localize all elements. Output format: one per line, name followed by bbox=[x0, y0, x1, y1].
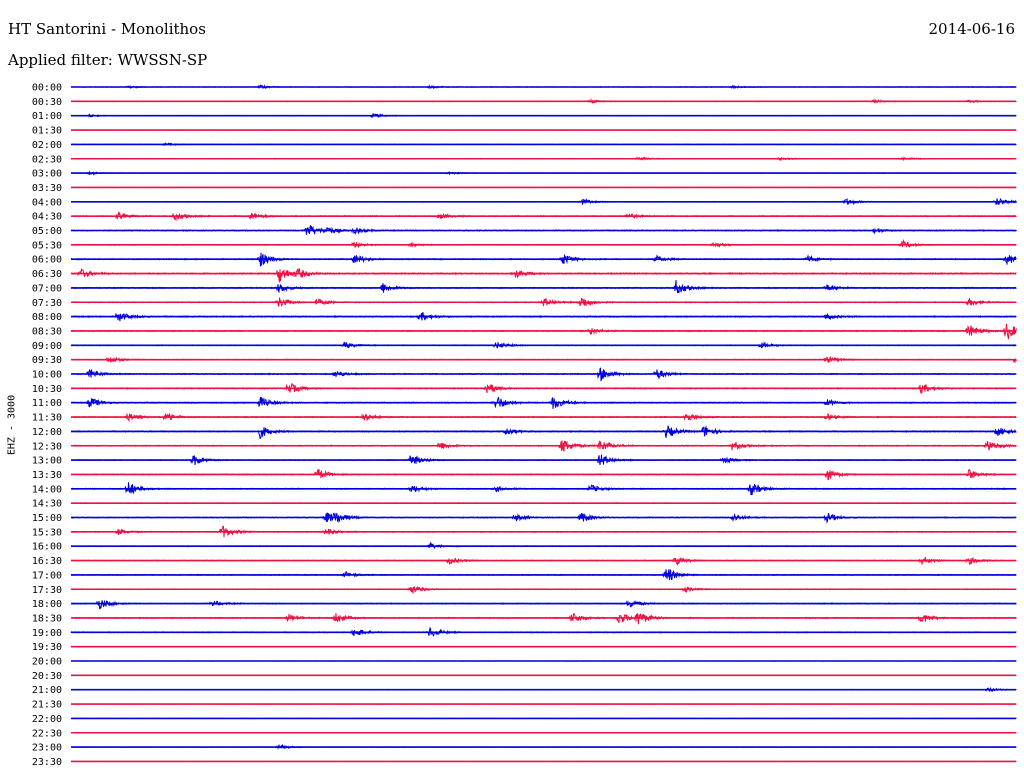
time-label: 09:30 bbox=[32, 355, 62, 366]
time-label: 14:30 bbox=[32, 499, 62, 510]
time-label: 08:00 bbox=[32, 312, 62, 323]
time-label: 01:30 bbox=[32, 126, 62, 137]
time-label: 03:00 bbox=[32, 169, 62, 180]
time-label: 09:00 bbox=[32, 341, 62, 352]
time-label: 05:30 bbox=[32, 240, 62, 251]
time-label: 07:30 bbox=[32, 298, 62, 309]
station-title: HT Santorini - Monolithos bbox=[8, 20, 206, 38]
time-label: 22:30 bbox=[32, 728, 62, 739]
seismic-trace bbox=[70, 239, 1017, 249]
time-label: 20:00 bbox=[32, 657, 62, 668]
time-label: 04:00 bbox=[32, 197, 62, 208]
time-label: 06:30 bbox=[32, 269, 62, 280]
time-label: 05:00 bbox=[32, 226, 62, 237]
time-label: 15:30 bbox=[32, 527, 62, 538]
time-label: 13:30 bbox=[32, 470, 62, 481]
time-label: 18:00 bbox=[32, 599, 62, 610]
time-label: 02:30 bbox=[32, 154, 62, 165]
time-label: 16:30 bbox=[32, 556, 62, 567]
time-label: 23:00 bbox=[32, 743, 62, 754]
time-label: 12:00 bbox=[32, 427, 62, 438]
time-label: 17:00 bbox=[32, 570, 62, 581]
time-label: 07:00 bbox=[32, 283, 62, 294]
time-label: 11:30 bbox=[32, 413, 62, 424]
seismic-trace bbox=[70, 599, 1017, 610]
time-label: 17:30 bbox=[32, 585, 62, 596]
time-label: 20:30 bbox=[32, 671, 62, 682]
time-label: 02:00 bbox=[32, 140, 62, 151]
time-label: 21:00 bbox=[32, 685, 62, 696]
seismic-trace bbox=[70, 267, 1017, 283]
time-label: 14:00 bbox=[32, 484, 62, 495]
time-label: 10:30 bbox=[32, 384, 62, 395]
time-label: 16:00 bbox=[32, 542, 62, 553]
time-label: 19:00 bbox=[32, 628, 62, 639]
time-label: 18:30 bbox=[32, 613, 62, 624]
time-label: 13:00 bbox=[32, 456, 62, 467]
time-label: 01:00 bbox=[32, 111, 62, 122]
time-label: 21:30 bbox=[32, 700, 62, 711]
seismic-trace bbox=[70, 280, 1017, 294]
time-label: 23:30 bbox=[32, 757, 62, 768]
date-label: 2014-06-16 bbox=[928, 20, 1015, 38]
time-label: 03:30 bbox=[32, 183, 62, 194]
time-label: 06:00 bbox=[32, 255, 62, 266]
time-label: 19:30 bbox=[32, 642, 62, 653]
time-label: 12:30 bbox=[32, 441, 62, 452]
time-label: 04:30 bbox=[32, 212, 62, 223]
time-label: 08:30 bbox=[32, 326, 62, 337]
filter-label: Applied filter: WWSSN-SP bbox=[8, 51, 208, 69]
time-label: 11:00 bbox=[32, 398, 62, 409]
time-label: 00:30 bbox=[32, 97, 62, 108]
time-label: 00:00 bbox=[32, 83, 62, 94]
time-label: 22:00 bbox=[32, 714, 62, 725]
time-label: 15:00 bbox=[32, 513, 62, 524]
time-label: 10:00 bbox=[32, 370, 62, 381]
